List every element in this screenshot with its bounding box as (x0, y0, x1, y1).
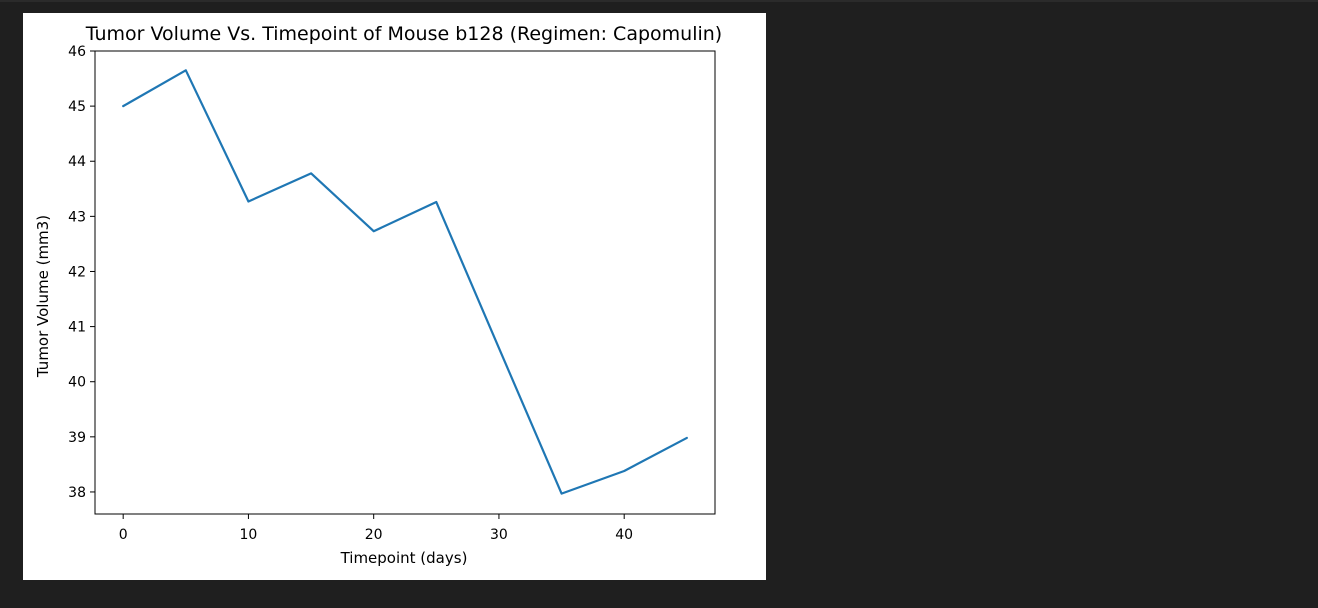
x-tick-label: 0 (119, 527, 128, 543)
plot-frame (94, 50, 716, 515)
y-tick-label: 38 (68, 485, 86, 501)
y-tick-label: 41 (68, 320, 86, 336)
top-border (0, 0, 1318, 2)
figure-card: Tumor Volume Vs. Timepoint of Mouse b128… (23, 13, 766, 580)
series-line (122, 69, 688, 495)
chart-background (23, 13, 766, 580)
chart: Tumor Volume Vs. Timepoint of Mouse b128… (23, 13, 766, 580)
y-tick-label: 39 (68, 430, 86, 446)
ticks-layer: 0 10 20 30 40 38 39 40 41 42 43 44 45 46 (68, 44, 633, 543)
y-tick-label: 40 (68, 375, 86, 391)
y-axis-title: Tumor Volume (mm3) (34, 215, 52, 378)
x-tick-label: 30 (490, 527, 508, 543)
y-tick-label: 46 (68, 44, 86, 60)
y-tick-label: 45 (68, 99, 86, 115)
y-tick-label: 42 (68, 264, 86, 280)
x-tick-label: 10 (240, 527, 258, 543)
y-tick-label: 43 (68, 209, 86, 225)
y-tick-label: 44 (68, 154, 86, 170)
x-axis-title: Timepoint (days) (340, 549, 468, 567)
x-tick-label: 20 (365, 527, 383, 543)
chart-title: Tumor Volume Vs. Timepoint of Mouse b128… (85, 23, 722, 45)
x-tick-label: 40 (615, 527, 633, 543)
